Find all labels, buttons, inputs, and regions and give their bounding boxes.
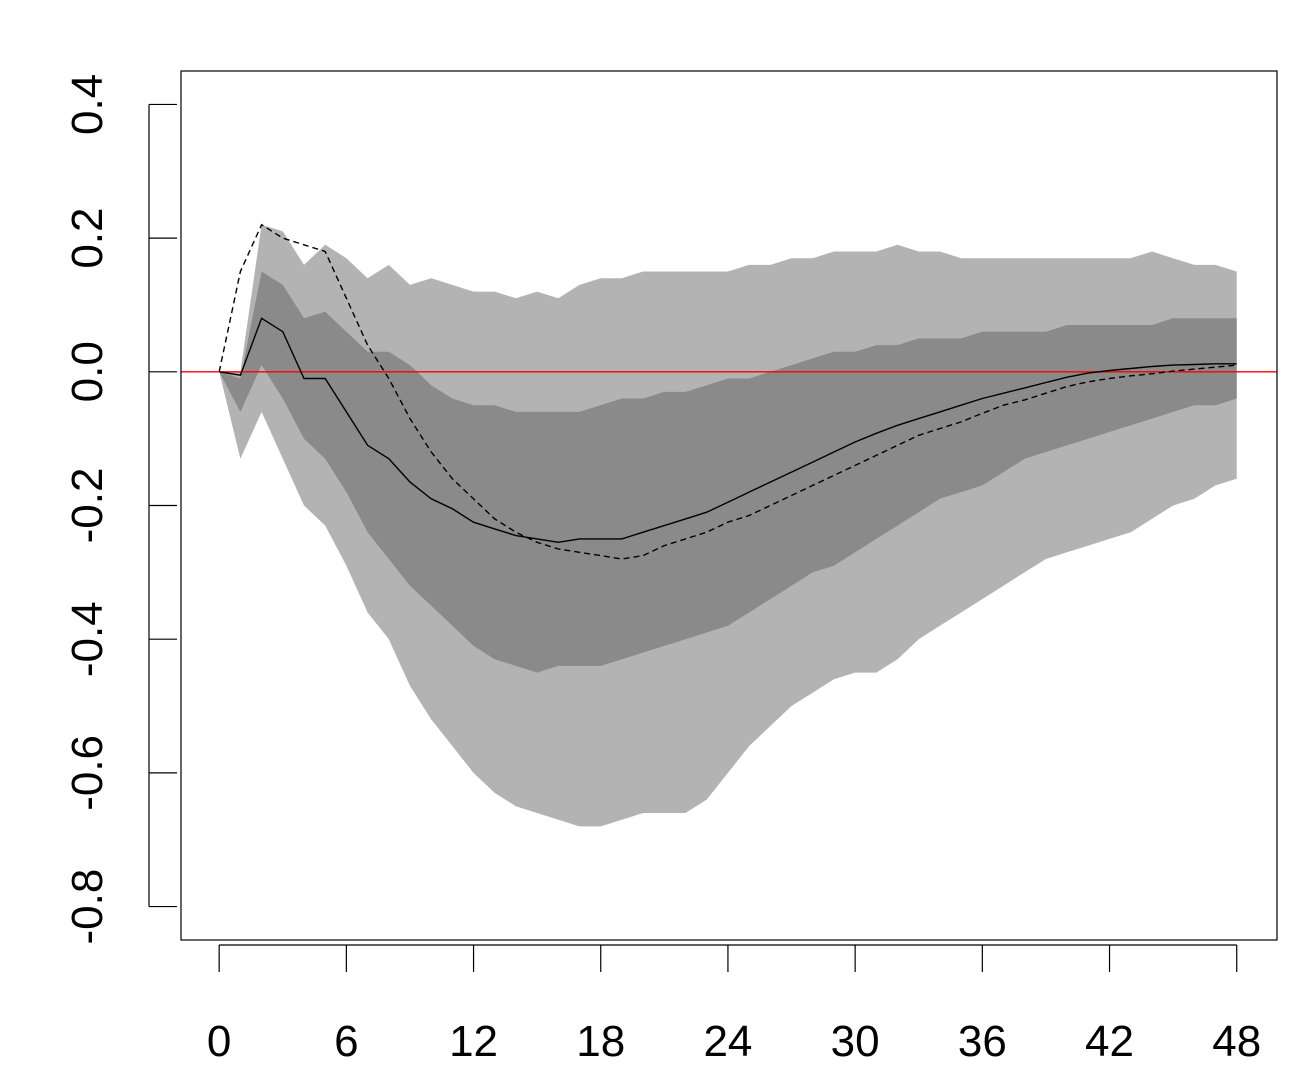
confidence-bands — [219, 224, 1237, 827]
solid-response-line — [219, 317, 1237, 544]
y-tick-label: -0.8 — [63, 869, 112, 945]
x-axis: 0 6 12 18 24 30 36 42 48 — [207, 944, 1261, 1066]
y-tick-label: -0.4 — [63, 601, 112, 677]
x-tick-label: 36 — [958, 1017, 1007, 1066]
y-tick-label: -0.2 — [63, 468, 112, 544]
x-tick-label: 42 — [1085, 1017, 1134, 1066]
y-tick-label: 0.4 — [63, 74, 112, 135]
x-tick-label: 6 — [334, 1017, 358, 1066]
x-tick-label: 30 — [831, 1017, 880, 1066]
y-tick-label: 0.2 — [63, 208, 112, 269]
y-axis: -0.8 -0.6 -0.4 -0.2 0.0 0.2 0.4 — [63, 74, 177, 945]
x-tick-label: 18 — [576, 1017, 625, 1066]
x-tick-label: 0 — [207, 1017, 231, 1066]
x-tick-label: 12 — [449, 1017, 498, 1066]
plot-frame — [180, 70, 1278, 941]
dashed-response-line — [218, 223, 1237, 560]
y-tick-label: -0.6 — [63, 735, 112, 811]
y-tick-label: 0.0 — [63, 341, 112, 402]
response-lines — [218, 223, 1237, 560]
x-tick-label: 48 — [1212, 1017, 1261, 1066]
x-tick-label: 24 — [703, 1017, 752, 1066]
